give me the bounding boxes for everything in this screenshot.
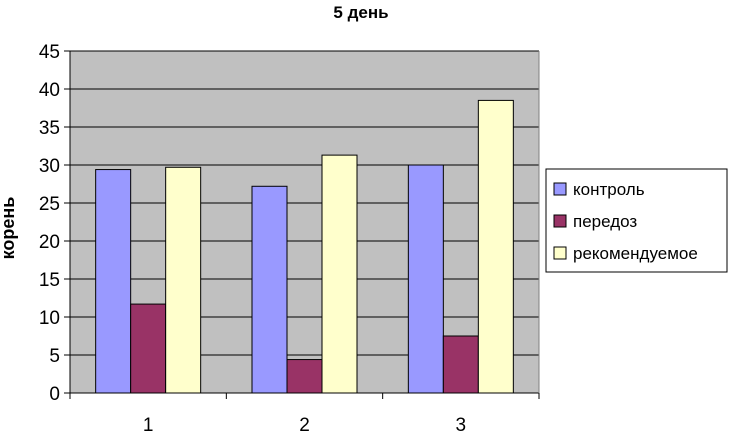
bars — [95, 99, 514, 394]
x-tick-label: 1 — [143, 415, 154, 433]
legend-swatch-рекомендуемое — [553, 246, 567, 260]
legend-label: рекомендуемое — [573, 244, 698, 263]
legend: контроль передоз рекомендуемое — [545, 168, 728, 273]
legend-swatch-передоз — [553, 214, 567, 228]
x-tick-label: 2 — [299, 415, 310, 433]
y-tick-label: 5 — [49, 346, 60, 367]
bar-рекомендуемое-2 — [321, 154, 358, 394]
y-tick-label: 10 — [39, 308, 60, 329]
bar-рекомендуемое-3 — [477, 99, 514, 394]
legend-box — [545, 168, 728, 273]
x-tick-labels: 1 2 3 — [143, 415, 466, 433]
y-axis-label: корень — [0, 197, 18, 260]
x-tick-label: 3 — [456, 415, 467, 433]
bar-передоз-1 — [130, 303, 167, 394]
y-tick-label: 15 — [39, 270, 60, 291]
legend-label: контроль — [573, 180, 645, 199]
bar-рекомендуемое-1 — [165, 166, 202, 394]
bar-передоз-3 — [442, 335, 479, 394]
y-tick-label: 20 — [39, 232, 60, 253]
y-tick-label: 30 — [39, 156, 60, 177]
grid-lines — [64, 50, 539, 394]
legend-swatch-контроль — [553, 182, 567, 196]
legend-label: передоз — [573, 212, 637, 231]
chart-title: 5 день — [333, 3, 388, 22]
y-tick-label: 40 — [39, 80, 60, 101]
y-tick-label: 25 — [39, 194, 60, 215]
y-tick-label: 35 — [39, 118, 60, 139]
y-tick-label: 0 — [49, 384, 60, 405]
bar-контроль-3 — [407, 164, 444, 394]
bar-контроль-2 — [251, 185, 288, 394]
axes — [69, 51, 540, 399]
y-tick-labels: 0 5 10 15 20 25 30 35 40 45 — [39, 42, 60, 405]
bar-передоз-2 — [286, 359, 323, 394]
y-tick-label: 45 — [39, 42, 60, 63]
bar-контроль-1 — [95, 169, 132, 394]
